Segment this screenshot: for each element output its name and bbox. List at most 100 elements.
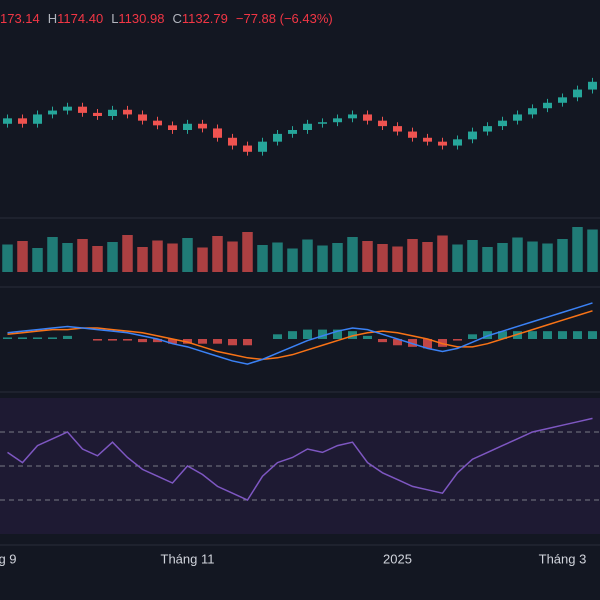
candle-body bbox=[573, 89, 582, 98]
candle-body bbox=[333, 118, 342, 123]
volume-bar bbox=[542, 243, 553, 272]
candle-body bbox=[168, 125, 177, 130]
candle-body bbox=[153, 120, 162, 126]
volume-bar bbox=[392, 246, 403, 272]
candle-body bbox=[138, 114, 147, 121]
volume-bar bbox=[317, 245, 328, 272]
volume-bar bbox=[422, 242, 433, 272]
volume-bar bbox=[242, 232, 253, 272]
macd-histogram bbox=[453, 339, 462, 341]
rsi-line bbox=[7, 417, 593, 501]
macd-histogram bbox=[153, 339, 162, 343]
volume-bar bbox=[572, 227, 583, 272]
volume-bar bbox=[77, 239, 88, 272]
volume-bar bbox=[407, 239, 418, 272]
ohlc-legend: 173.14 H1174.40 L1130.98 C1132.79 −77.88 (−6… bbox=[0, 11, 333, 26]
candle-body bbox=[348, 114, 357, 119]
candle-body bbox=[3, 118, 12, 124]
ohlc-text: 1174.40 bbox=[57, 11, 103, 26]
volume-bar bbox=[362, 241, 373, 272]
volume-bar bbox=[152, 240, 163, 272]
candle-body bbox=[18, 118, 27, 124]
volume-bar bbox=[272, 242, 283, 272]
volume-bar bbox=[347, 237, 358, 272]
candle-body bbox=[528, 108, 537, 115]
macd-histogram bbox=[558, 331, 567, 339]
candle-body bbox=[453, 139, 462, 146]
volume-bar bbox=[227, 241, 238, 272]
macd-histogram bbox=[48, 337, 57, 339]
candle-body bbox=[558, 97, 567, 103]
volume-bar bbox=[17, 241, 28, 272]
volume-bar bbox=[557, 239, 568, 272]
ohlc-text: 173.14 bbox=[0, 11, 40, 26]
macd-histogram bbox=[213, 339, 222, 344]
macd-histogram bbox=[108, 339, 117, 341]
candle-body bbox=[48, 110, 57, 115]
candle-body bbox=[63, 106, 72, 111]
candle-body bbox=[378, 120, 387, 127]
candle-body bbox=[213, 128, 222, 138]
candle-body bbox=[288, 130, 297, 134]
candle-body bbox=[423, 137, 432, 142]
x-tick-label: 2025 bbox=[383, 551, 412, 566]
candle-body bbox=[93, 112, 102, 116]
candle-body bbox=[408, 131, 417, 138]
macd-histogram bbox=[348, 331, 357, 339]
macd-line bbox=[7, 310, 593, 361]
x-tick-label: g 9 bbox=[0, 551, 17, 566]
macd-line bbox=[7, 302, 593, 365]
volume-bar bbox=[332, 243, 343, 272]
volume-bar bbox=[527, 241, 538, 272]
volume-bar bbox=[62, 243, 73, 272]
macd-histogram bbox=[393, 339, 402, 346]
macd-histogram bbox=[273, 334, 282, 339]
candle-body bbox=[468, 131, 477, 140]
ohlc-text: L bbox=[111, 11, 118, 26]
macd-histogram bbox=[588, 331, 597, 339]
volume-bar bbox=[377, 244, 388, 272]
candle-body bbox=[198, 123, 207, 129]
candle-body bbox=[363, 114, 372, 121]
macd-histogram bbox=[243, 339, 252, 346]
macd-histogram bbox=[528, 331, 537, 339]
candle-body bbox=[303, 123, 312, 130]
volume-bar bbox=[437, 235, 448, 272]
candle-body bbox=[393, 126, 402, 132]
macd-histogram bbox=[198, 339, 207, 344]
ohlc-text: H bbox=[48, 11, 57, 26]
candle-body bbox=[78, 106, 87, 113]
macd-histogram bbox=[228, 339, 237, 346]
candle-body bbox=[258, 141, 267, 152]
macd-histogram bbox=[63, 335, 72, 339]
macd-histogram bbox=[423, 339, 432, 349]
volume-bar bbox=[107, 242, 118, 272]
ohlc-text: C bbox=[172, 11, 181, 26]
volume-bar bbox=[182, 238, 193, 272]
candle-body bbox=[543, 102, 552, 109]
macd-histogram bbox=[33, 337, 42, 339]
volume-bar bbox=[47, 237, 58, 272]
macd-histogram bbox=[363, 335, 372, 339]
ohlc-text: −77.88 (−6.43%) bbox=[236, 11, 333, 26]
candle-body bbox=[123, 109, 132, 115]
ohlc-text: 1130.98 bbox=[118, 11, 164, 26]
candle-body bbox=[228, 137, 237, 146]
macd-histogram bbox=[498, 331, 507, 339]
volume-bar bbox=[212, 236, 223, 272]
candle-body bbox=[273, 133, 282, 142]
candle-body bbox=[243, 145, 252, 152]
candle-body bbox=[438, 141, 447, 146]
macd-histogram bbox=[468, 334, 477, 339]
macd-histogram bbox=[93, 339, 102, 341]
volume-bar bbox=[452, 244, 463, 272]
volume-bar bbox=[137, 247, 148, 272]
volume-bar bbox=[302, 239, 313, 272]
volume-bar bbox=[497, 243, 508, 272]
volume-bar bbox=[122, 235, 133, 272]
macd-histogram bbox=[543, 331, 552, 339]
candle-body bbox=[483, 126, 492, 132]
macd-histogram bbox=[378, 339, 387, 343]
macd-histogram bbox=[333, 329, 342, 339]
ohlc-text: 1132.79 bbox=[182, 11, 228, 26]
